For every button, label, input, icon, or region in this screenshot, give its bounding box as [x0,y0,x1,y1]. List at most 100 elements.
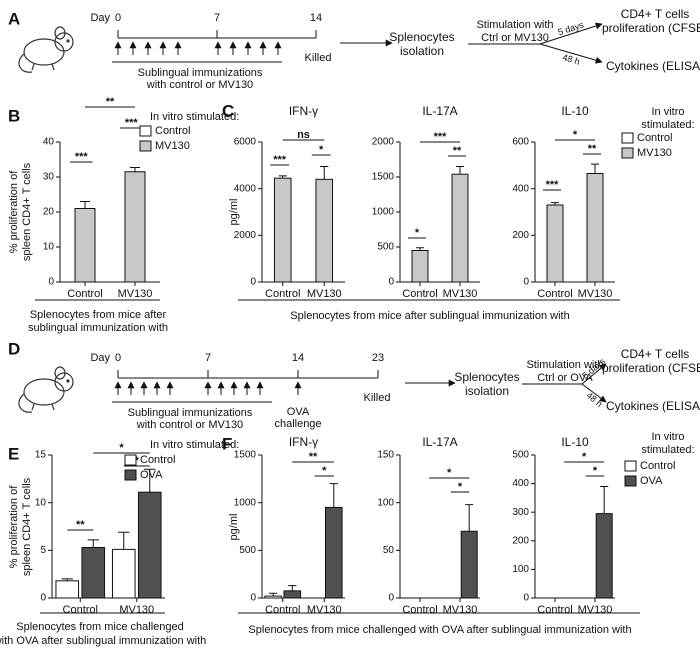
y-tick-label: 500 [239,545,256,556]
legend-label: MV130 [637,147,672,159]
significance-label: * [415,227,420,239]
y-tick-label: 2000 [234,230,257,241]
significance-label: * [458,481,463,493]
x-axis-label: Splenocytes from mice challenged with OV… [248,624,631,636]
bar [111,548,136,599]
x-tick-label: MV130 [307,288,342,300]
stimulation-text: Stimulation with [526,359,603,371]
y-axis-label: spleen CD4+ T cells [21,162,33,261]
significance-label: ** [76,519,85,531]
y-tick-label: 30 [43,172,55,183]
x-tick-label: MV130 [578,604,613,616]
legend-swatch [624,460,637,472]
bar [411,250,429,283]
legend-swatch [124,454,137,466]
significance-label: *** [125,117,139,129]
y-tick-label: 0 [40,593,46,604]
legend-swatch [621,132,634,144]
y-tick-label: 500 [512,450,529,461]
readout-text: CD4+ T cells [621,347,690,361]
significance-label: ** [106,96,115,108]
isolation-text: isolation [400,44,444,58]
bar [586,173,604,283]
x-tick-label: Control [402,604,437,616]
duration-label: 5 days [557,19,586,37]
bar [264,595,283,599]
end-label: Killed [364,392,391,404]
day-number: 7 [214,12,220,24]
mouse-icon [18,366,74,413]
duration-label: 48 h [584,390,604,409]
panel-label: D [8,339,20,358]
error-bar [144,468,156,493]
error-bar [600,485,609,514]
x-axis-label: Splenocytes from mice after sublingual i… [290,310,569,322]
x-tick-label: MV130 [118,288,153,300]
error-bar [288,585,297,591]
significance-label: *** [546,179,560,191]
legend-label: Control [640,460,675,472]
significance-label: * [119,442,124,454]
x-axis-label: with OVA after sublingual immunization w… [0,635,206,647]
chart-title: IFN-γ [289,435,318,449]
x-tick-label: Control [402,288,437,300]
readout-text: CD4+ T cells [621,7,690,21]
error-bar [87,539,99,548]
legend-label: OVA [640,475,663,487]
y-axis-label: % proliferation of [8,485,20,568]
legend-swatch [621,147,634,159]
mouse-icon [18,26,74,73]
panel-label: C [222,101,234,120]
flow-arrow [581,363,607,385]
x-axis-label: Splenocytes from mice challenged [16,621,184,633]
challenge-text: OVA [287,406,310,418]
bar [81,546,106,599]
end-label: Killed [305,52,332,64]
significance-label: *** [434,131,448,143]
y-tick-label: 600 [512,137,529,148]
isolation-text: Splenocytes [389,30,454,44]
immunization-text: Sublingual immunizations [128,407,253,419]
legend-swatch [139,125,152,137]
significance-label: ** [588,143,597,155]
day-number: 7 [205,352,211,364]
significance-label: *** [75,151,89,163]
challenge-text: challenge [274,418,321,430]
y-tick-label: 0 [250,593,256,604]
chart-title: IL-10 [561,435,589,449]
y-tick-label: 100 [512,564,529,575]
x-tick-label: Control [537,288,572,300]
y-tick-label: 100 [377,497,394,508]
legend-swatch [139,140,152,152]
day-number: 0 [115,12,121,24]
y-axis-label: spleen CD4+ T cells [21,477,33,576]
day-number: 14 [310,12,322,24]
day-label: Day [90,352,110,364]
x-tick-label: MV130 [307,604,342,616]
y-axis-label: % proliferation of [8,170,20,253]
legend-label: Control [637,132,672,144]
y-tick-label: 150 [377,450,394,461]
duration-label: 48 h [561,52,581,67]
legend-swatch [124,469,137,481]
y-tick-label: 6000 [234,137,257,148]
significance-label: ** [309,451,318,463]
panel-label: B [8,106,20,125]
y-tick-label: 50 [383,545,395,556]
legend-title: In vitro stimulated: [150,111,239,123]
day-label: Day [90,12,110,24]
legend-label: Control [140,454,175,466]
error-bar [591,163,599,174]
y-tick-label: 400 [512,478,529,489]
y-tick-label: 1000 [234,497,257,508]
significance-label: * [319,144,324,156]
day-number: 0 [115,352,121,364]
stimulation-text: Stimulation with [476,19,553,31]
significance-label: * [573,129,578,141]
bar [595,513,613,599]
readout-text: proliferation (CFSE) [602,361,700,375]
y-tick-label: 0 [388,593,394,604]
readout-text: proliferation (CFSE) [602,21,700,35]
significance-label: * [582,451,587,463]
